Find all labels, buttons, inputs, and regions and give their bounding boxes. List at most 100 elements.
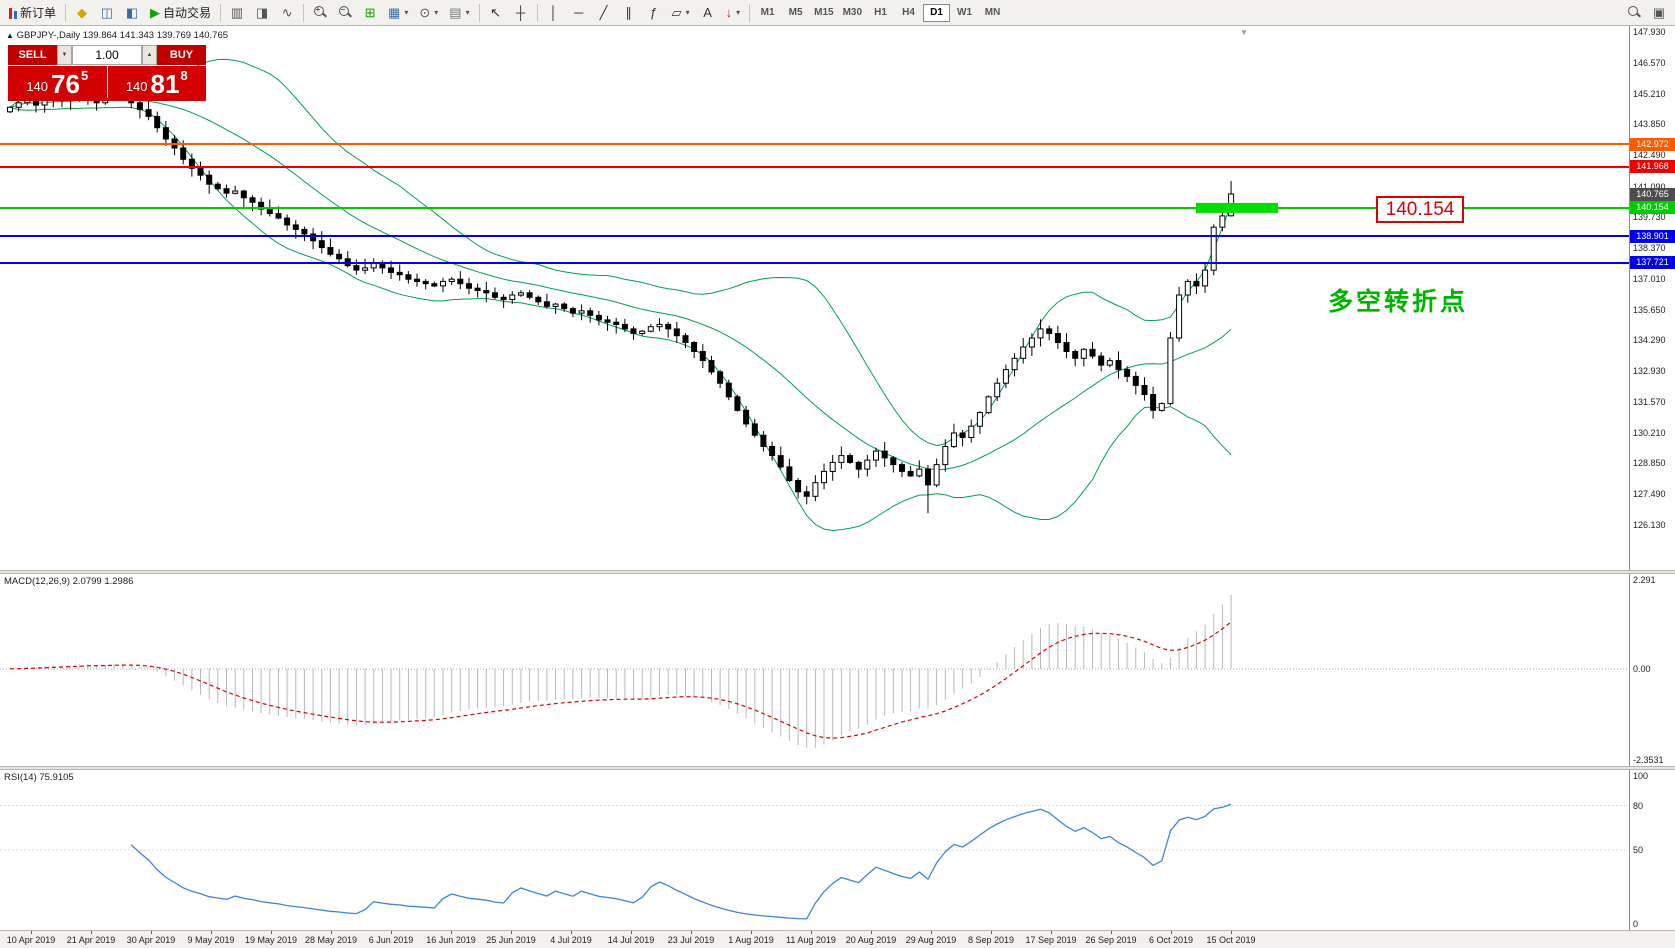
crosshair-button[interactable]: ┼ [509, 2, 533, 24]
rsi-canvas[interactable] [0, 770, 1629, 930]
toolbar-separator [220, 3, 222, 22]
date-tick [451, 931, 452, 934]
rsi-scale-tick: 100 [1633, 771, 1649, 781]
date-label: 23 Jul 2019 [667, 935, 715, 945]
price-callout-label[interactable]: 140.154 [1376, 196, 1464, 223]
zoom-in-icon: + [313, 5, 327, 19]
timeframe-h1-button[interactable]: H1 [874, 7, 887, 18]
fibonacci-button[interactable]: ƒ [642, 2, 666, 24]
chevron-down-icon: ▼ [61, 52, 68, 58]
date-tick [1051, 931, 1052, 934]
sell-price-pips: 76 [51, 68, 80, 99]
metaeditor-button[interactable]: ◆ [70, 2, 94, 24]
price-tick: 143.850 [1633, 119, 1666, 130]
buy-button[interactable]: BUY [157, 45, 206, 65]
trendline-button[interactable]: ╱ [592, 2, 616, 24]
date-tick [391, 931, 392, 934]
line-chart-button[interactable]: ∿ [275, 2, 299, 24]
zoom-in-button[interactable]: + [308, 2, 332, 24]
autotrading-button[interactable]: ▶ 自动交易 [145, 2, 216, 24]
date-label: 17 Sep 2019 [1025, 935, 1077, 945]
volume-dropdown-button[interactable]: ▼ [57, 45, 72, 65]
date-label: 10 Apr 2019 [6, 935, 56, 945]
data-window-button[interactable]: ◧ [120, 2, 144, 24]
macd-label: MACD(12,26,9) 2.0799 1.2986 [4, 576, 134, 587]
toolbar-separator [536, 3, 538, 22]
date-tick [331, 931, 332, 934]
zoom-out-button[interactable]: − [333, 2, 357, 24]
buy-price-display[interactable]: 140 81 8 [107, 66, 206, 101]
timeframe-m1-button[interactable]: M1 [760, 7, 775, 18]
date-tick [511, 931, 512, 934]
price-tick: 128.850 [1633, 458, 1666, 469]
sell-price-display[interactable]: 140 76 5 [8, 66, 107, 101]
panel-splitter[interactable] [0, 766, 1675, 770]
date-tick [91, 931, 92, 934]
chart-windows-button[interactable]: ▣ [1647, 2, 1671, 24]
chart-shift-marker-icon[interactable]: ▼ [1240, 28, 1248, 37]
period-button[interactable]: ⊙ ▾ [414, 2, 443, 24]
date-label: 20 Aug 2019 [845, 935, 897, 945]
timeframe-m5-button[interactable]: M5 [788, 7, 803, 18]
autotrading-button-label: 自动交易 [163, 6, 212, 20]
shapes-button[interactable]: ▱ ▾ [667, 2, 695, 24]
vline-icon: │ [549, 5, 558, 20]
chart-area: ▲ GBPJPY-,Daily 139.864 141.343 139.769 … [0, 26, 1675, 948]
arrows-button[interactable]: ↓ ▾ [721, 2, 746, 24]
macd-scale-tick: -2.3531 [1633, 755, 1664, 765]
date-label: 19 May 2019 [244, 935, 298, 945]
template-icon: ▤ [449, 5, 462, 20]
price-tick: 139.730 [1633, 212, 1666, 223]
date-label: 30 Apr 2019 [126, 935, 176, 945]
volume-input[interactable]: 1.00 [72, 45, 142, 65]
chevron-down-icon: ▾ [465, 8, 470, 17]
timeframe-d1-button[interactable]: D1 [923, 3, 951, 22]
market-watch-button[interactable]: ◫ [95, 2, 119, 24]
buy-price-subpip: 8 [180, 68, 188, 83]
new-order-button[interactable]: 新订单 [4, 2, 61, 24]
price-tick: 141.090 [1633, 182, 1666, 192]
time-axis[interactable]: 10 Apr 2019 21 Apr 2019 30 Apr 2019 9 May 2… [0, 930, 1675, 948]
macd-canvas[interactable] [0, 574, 1629, 766]
timeframe-h4-button[interactable]: H4 [902, 7, 915, 18]
vertical-line-button[interactable]: │ [542, 2, 566, 24]
horizontal-line-button[interactable]: ─ [567, 2, 591, 24]
panel-splitter[interactable] [0, 570, 1675, 574]
volume-up-button[interactable]: ▲ [142, 45, 157, 65]
timeframe-w1-button[interactable]: W1 [957, 7, 973, 18]
text-button[interactable]: A [696, 2, 720, 24]
cursor-icon: ↖ [490, 5, 502, 20]
turning-point-annotation[interactable]: 多空转折点 [1328, 288, 1469, 316]
rsi-scale-tick: 50 [1633, 845, 1644, 855]
sell-button[interactable]: SELL [8, 45, 57, 65]
bar-chart-button[interactable]: ▥ [225, 2, 249, 24]
toolbar: 新订单 ◆ ◫ ◧ ▶ 自动交易 ▥ ◨ ∿ + − ⊞ ▦ ▾ ⊙ ▾ ▤ ▾ ↖ ┼ │ ─ ╱ ∥ ƒ ▱ ▾ A ↓ ▾ M1 M5 M… [0, 0, 1675, 26]
date-label: 14 Jul 2019 [607, 935, 655, 945]
price-tick: 142.490 [1633, 150, 1666, 161]
date-tick [691, 931, 692, 934]
candlestick-chart-button[interactable]: ◨ [250, 2, 274, 24]
auto-arrange-button[interactable]: ▦ ▾ [383, 2, 413, 24]
date-label: 9 May 2019 [187, 935, 235, 945]
macd-panel: MACD(12,26,9) 2.0799 1.2986 2.291 0.00 -2.… [0, 574, 1675, 766]
timeframe-m15-button[interactable]: M15 [814, 7, 834, 18]
price-badge: 138.901 [1630, 229, 1675, 243]
timeframe-m30-button[interactable]: M30 [842, 7, 863, 18]
hline-icon: ─ [573, 5, 584, 20]
tile-windows-button[interactable]: ⊞ [358, 2, 382, 24]
date-label: 25 Jun 2019 [486, 935, 536, 945]
date-label: 6 Jun 2019 [368, 935, 414, 945]
date-tick [631, 931, 632, 934]
templates-button[interactable]: ▤ ▾ [444, 2, 474, 24]
cursor-button[interactable]: ↖ [484, 2, 508, 24]
timeframe-mn-button[interactable]: MN [984, 7, 1001, 18]
price-tick: 130.210 [1633, 427, 1666, 438]
channel-button[interactable]: ∥ [617, 2, 641, 24]
search-button[interactable] [1622, 2, 1646, 24]
buy-price-pips: 81 [150, 68, 180, 99]
symbol-collapse-icon[interactable]: ▲ [6, 31, 14, 40]
main-chart-canvas[interactable] [0, 26, 1629, 570]
date-label: 8 Sep 2019 [967, 935, 1015, 945]
date-tick [151, 931, 152, 934]
arrow-icon: ↓ [725, 5, 733, 20]
